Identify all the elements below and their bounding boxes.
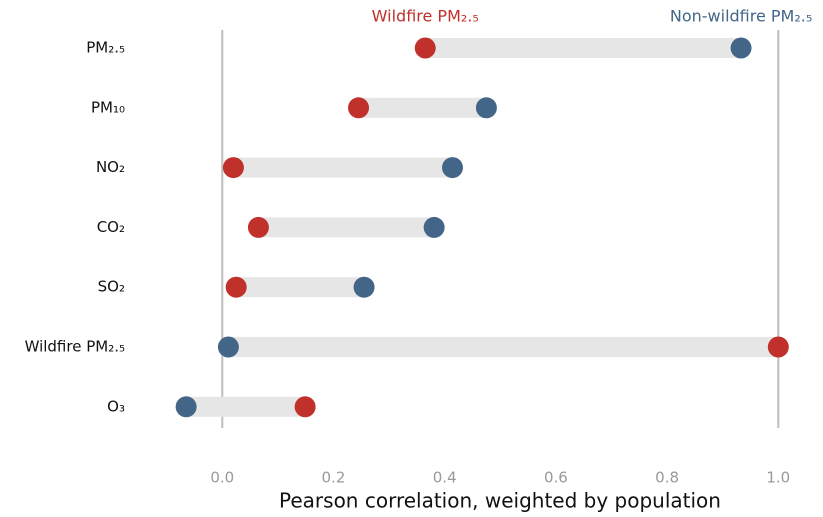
dot xyxy=(175,396,197,418)
dot xyxy=(225,276,247,298)
dot xyxy=(294,396,316,418)
dot xyxy=(441,157,463,179)
x-tick-label: 0.8 xyxy=(655,469,679,487)
range-bar xyxy=(228,337,779,357)
range-bar xyxy=(258,217,435,238)
dot xyxy=(414,37,436,59)
legend-label: Non-wildfire PM₂.₅ xyxy=(670,7,812,26)
range-bar xyxy=(425,38,742,58)
y-tick-label: NO₂ xyxy=(96,158,125,176)
dot xyxy=(217,336,239,358)
y-tick-label: CO₂ xyxy=(97,218,125,236)
x-tick-label: 0.0 xyxy=(210,469,234,487)
dot xyxy=(475,97,497,119)
dot xyxy=(247,216,269,238)
range-bar xyxy=(233,157,453,178)
x-tick-label: 0.2 xyxy=(322,469,346,487)
x-tick-label: 0.4 xyxy=(433,469,457,487)
range-bar xyxy=(236,277,365,298)
legend-label: Wildfire PM₂.₅ xyxy=(372,7,479,26)
x-tick-label: 1.0 xyxy=(766,469,790,487)
y-tick-label: O₃ xyxy=(107,397,125,415)
y-tick-label: Wildfire PM₂.₅ xyxy=(25,338,125,356)
range-bar xyxy=(358,97,487,118)
y-tick-label: SO₂ xyxy=(98,278,125,296)
x-tick-label: 0.6 xyxy=(544,469,568,487)
dot xyxy=(730,37,752,59)
dot xyxy=(222,157,244,179)
range-bar xyxy=(186,396,306,417)
dot xyxy=(423,216,445,238)
dot xyxy=(348,97,370,119)
x-axis-title: Pearson correlation, weighted by populat… xyxy=(279,489,721,513)
y-tick-label: PM₂.₅ xyxy=(86,39,125,57)
dot xyxy=(767,336,789,358)
y-tick-label: PM₁₀ xyxy=(91,98,125,116)
dot xyxy=(353,276,375,298)
